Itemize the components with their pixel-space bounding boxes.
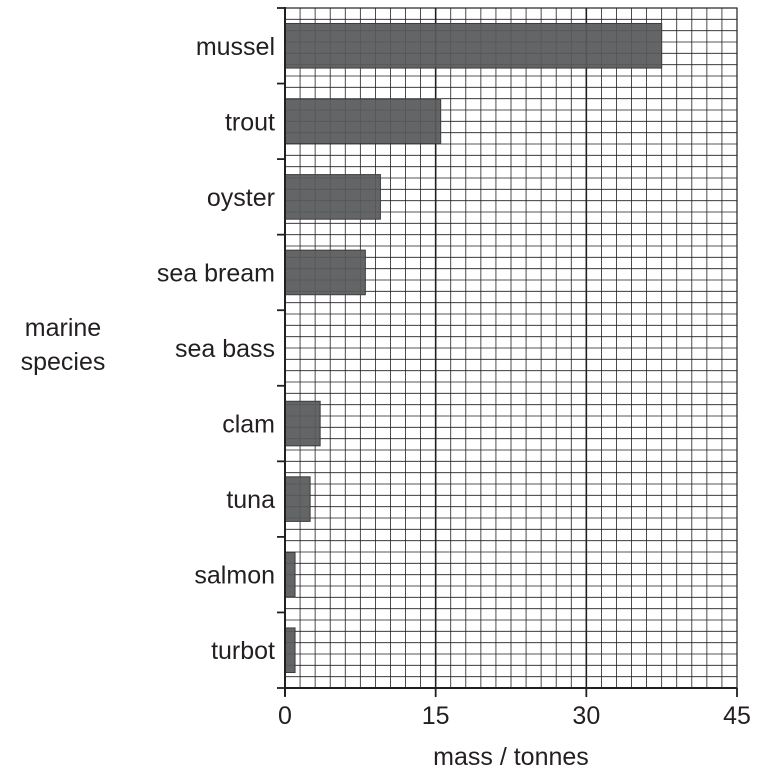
bar [284,98,442,145]
category-label: sea bass [175,335,275,363]
chart-axes [277,7,738,697]
bar [284,627,296,674]
category-label: salmon [194,562,275,590]
chart-bars [284,22,663,674]
category-labels: mussel trout oyster sea bream sea bass clam tu… [157,33,275,665]
bar [284,22,663,69]
category-label: sea bream [157,259,275,287]
y-axis-title-line1: marine [25,314,101,342]
x-tick-label: 15 [422,702,450,730]
bar [284,476,311,522]
bar [284,400,321,447]
x-tick-labels: 0 15 30 45 [278,702,751,730]
category-label: trout [225,108,275,136]
bar [284,249,366,296]
bar [284,174,381,220]
category-label: tuna [226,486,275,514]
x-tick-label: 30 [572,702,600,730]
x-axis-title: mass / tonnes [433,743,589,771]
bar [284,551,296,598]
category-label: clam [222,411,275,439]
y-axis-title-line2: species [21,348,106,376]
category-label: mussel [196,33,275,61]
x-tick-label: 45 [723,702,751,730]
category-label: oyster [207,184,275,212]
x-tick-label: 0 [278,702,292,730]
category-label: turbot [211,637,275,665]
